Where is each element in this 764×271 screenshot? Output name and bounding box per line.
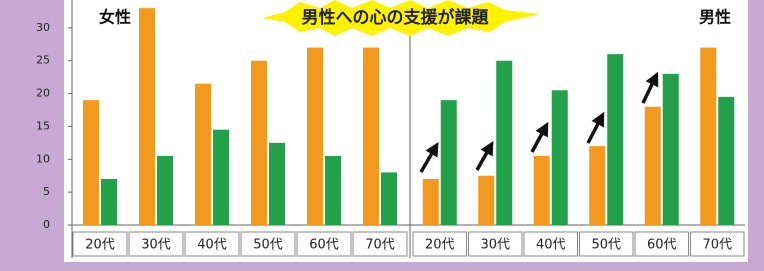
panel-title: 男性 (699, 8, 731, 27)
y-tick-label: 0 (43, 218, 50, 231)
bar (663, 74, 679, 225)
bar (381, 172, 397, 225)
y-tick-label: 35 (36, 0, 50, 1)
x-tick-label: 40代 (536, 238, 566, 253)
bar (589, 146, 605, 225)
x-tick-label: 70代 (702, 238, 732, 253)
bar (478, 176, 494, 225)
y-tick-label: 20 (36, 87, 50, 100)
bar (307, 48, 323, 225)
y-tick-label: 30 (36, 21, 50, 34)
x-tick-label: 40代 (197, 238, 227, 253)
page: 男性への心の支援が課題 女性 0 5 10 15 20 25 30 35 20代 30代 40代 50代… (0, 0, 764, 271)
bar (534, 156, 550, 225)
bar (718, 97, 734, 225)
bar (269, 143, 285, 225)
x-tick-label: 50代 (591, 238, 621, 253)
x-tick-label: 30代 (480, 238, 510, 253)
panel-title: 女性 (99, 8, 131, 27)
x-tick-label: 20代 (425, 238, 455, 253)
y-tick-label: 25 (36, 54, 50, 67)
bar (700, 48, 716, 225)
x-tick-label: 60代 (309, 238, 339, 253)
bar (441, 100, 457, 225)
x-tick-label: 20代 (85, 238, 115, 253)
x-tick-label: 70代 (365, 238, 395, 253)
bar (325, 156, 341, 225)
bar (101, 179, 117, 225)
bar (496, 61, 512, 225)
annotation: 男性への心の支援が課題 (302, 7, 490, 28)
bar (423, 179, 439, 225)
y-tick-label: 15 (36, 119, 50, 132)
bar (645, 107, 661, 225)
x-tick-label: 50代 (253, 238, 283, 253)
bar (83, 100, 99, 225)
y-tick-label: 10 (36, 152, 50, 165)
bar (607, 54, 623, 225)
bar (139, 8, 155, 225)
bar (213, 130, 229, 225)
bar (363, 48, 379, 225)
chart: 男性への心の支援が課題 女性 0 5 10 15 20 25 30 35 20代 30代 40代 50代… (0, 0, 764, 271)
x-tick-label: 30代 (141, 238, 171, 253)
bar (157, 156, 173, 225)
bar (195, 84, 211, 225)
y-tick-label: 5 (43, 185, 50, 198)
x-tick-label: 60代 (647, 238, 677, 253)
bar (251, 61, 267, 225)
bar (552, 90, 568, 225)
